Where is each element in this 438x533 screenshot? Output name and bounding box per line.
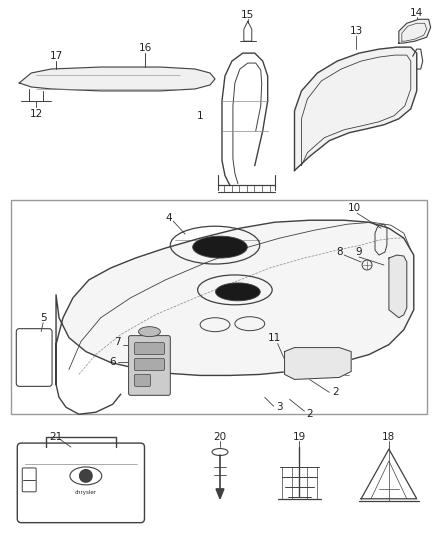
Text: 19: 19 bbox=[293, 432, 306, 442]
Text: 17: 17 bbox=[49, 51, 63, 61]
Polygon shape bbox=[399, 19, 431, 43]
Polygon shape bbox=[56, 220, 414, 384]
FancyBboxPatch shape bbox=[134, 343, 164, 354]
Text: 7: 7 bbox=[114, 337, 121, 346]
Text: 8: 8 bbox=[336, 247, 343, 257]
Text: 3: 3 bbox=[276, 402, 283, 412]
Text: 18: 18 bbox=[382, 432, 396, 442]
Text: 10: 10 bbox=[348, 203, 361, 213]
Text: 12: 12 bbox=[29, 109, 43, 119]
Text: 13: 13 bbox=[350, 26, 363, 36]
Text: 20: 20 bbox=[213, 432, 226, 442]
Ellipse shape bbox=[138, 327, 160, 337]
Ellipse shape bbox=[193, 236, 247, 258]
Text: chrysler: chrysler bbox=[75, 490, 97, 495]
Polygon shape bbox=[19, 67, 215, 91]
FancyBboxPatch shape bbox=[134, 359, 164, 370]
Polygon shape bbox=[285, 348, 351, 379]
Text: 15: 15 bbox=[241, 10, 254, 20]
Text: 2: 2 bbox=[306, 409, 313, 419]
Polygon shape bbox=[389, 255, 407, 318]
Text: 14: 14 bbox=[410, 9, 424, 18]
Text: 6: 6 bbox=[110, 357, 116, 367]
Text: 2: 2 bbox=[332, 387, 339, 397]
Text: 9: 9 bbox=[356, 247, 362, 257]
Text: 1: 1 bbox=[197, 111, 203, 121]
FancyBboxPatch shape bbox=[129, 336, 170, 395]
Text: 21: 21 bbox=[49, 432, 63, 442]
Polygon shape bbox=[294, 47, 417, 171]
Text: 11: 11 bbox=[268, 333, 281, 343]
Text: 16: 16 bbox=[139, 43, 152, 53]
Bar bbox=[11, 200, 427, 414]
Polygon shape bbox=[216, 489, 224, 499]
Text: 4: 4 bbox=[165, 213, 172, 223]
Circle shape bbox=[79, 469, 93, 483]
FancyBboxPatch shape bbox=[134, 375, 150, 386]
Ellipse shape bbox=[215, 283, 260, 301]
Text: 5: 5 bbox=[40, 313, 46, 323]
